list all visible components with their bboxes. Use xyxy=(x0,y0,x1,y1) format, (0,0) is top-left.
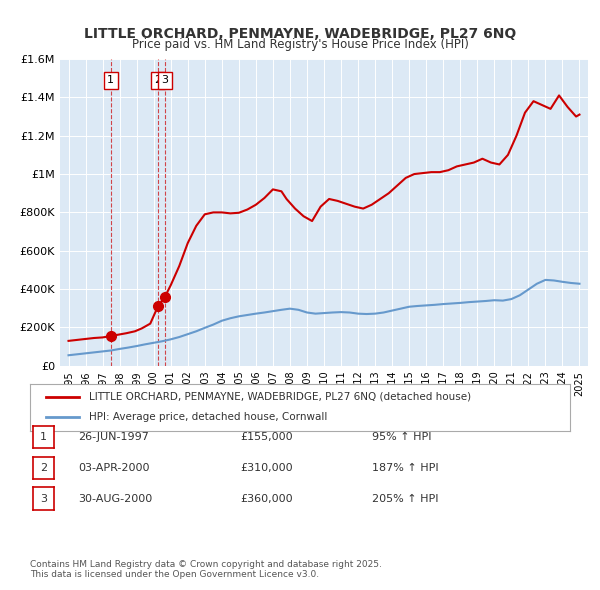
Text: 3: 3 xyxy=(161,76,169,86)
Text: LITTLE ORCHARD, PENMAYNE, WADEBRIDGE, PL27 6NQ (detached house): LITTLE ORCHARD, PENMAYNE, WADEBRIDGE, PL… xyxy=(89,392,472,402)
Text: 30-AUG-2000: 30-AUG-2000 xyxy=(78,494,152,503)
Text: 205% ↑ HPI: 205% ↑ HPI xyxy=(372,494,439,503)
Text: Price paid vs. HM Land Registry's House Price Index (HPI): Price paid vs. HM Land Registry's House … xyxy=(131,38,469,51)
Text: £310,000: £310,000 xyxy=(240,463,293,473)
Text: 1: 1 xyxy=(40,432,47,442)
Text: £155,000: £155,000 xyxy=(240,432,293,442)
Text: £360,000: £360,000 xyxy=(240,494,293,503)
Text: 3: 3 xyxy=(40,494,47,503)
Text: 187% ↑ HPI: 187% ↑ HPI xyxy=(372,463,439,473)
Text: HPI: Average price, detached house, Cornwall: HPI: Average price, detached house, Corn… xyxy=(89,412,328,422)
Text: 2: 2 xyxy=(154,76,161,86)
Text: 2: 2 xyxy=(40,463,47,473)
Text: 26-JUN-1997: 26-JUN-1997 xyxy=(78,432,149,442)
Text: Contains HM Land Registry data © Crown copyright and database right 2025.
This d: Contains HM Land Registry data © Crown c… xyxy=(30,560,382,579)
Text: 03-APR-2000: 03-APR-2000 xyxy=(78,463,149,473)
Text: 95% ↑ HPI: 95% ↑ HPI xyxy=(372,432,431,442)
Text: LITTLE ORCHARD, PENMAYNE, WADEBRIDGE, PL27 6NQ: LITTLE ORCHARD, PENMAYNE, WADEBRIDGE, PL… xyxy=(84,27,516,41)
Text: 1: 1 xyxy=(107,76,114,86)
